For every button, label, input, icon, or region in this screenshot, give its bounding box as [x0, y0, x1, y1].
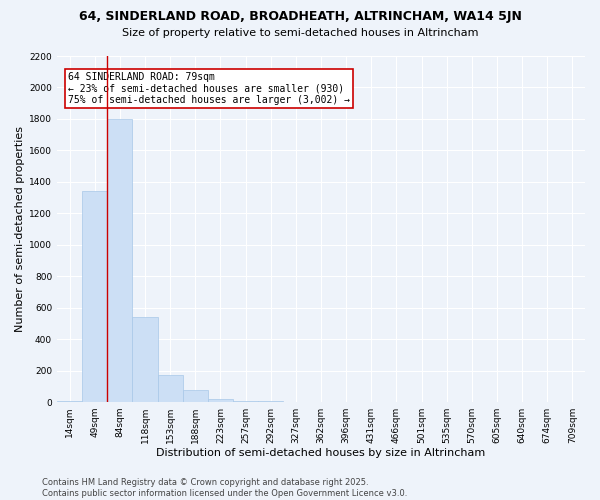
- Y-axis label: Number of semi-detached properties: Number of semi-detached properties: [15, 126, 25, 332]
- Text: 64 SINDERLAND ROAD: 79sqm
← 23% of semi-detached houses are smaller (930)
75% of: 64 SINDERLAND ROAD: 79sqm ← 23% of semi-…: [68, 72, 350, 105]
- Bar: [183, 390, 208, 402]
- Text: 64, SINDERLAND ROAD, BROADHEATH, ALTRINCHAM, WA14 5JN: 64, SINDERLAND ROAD, BROADHEATH, ALTRINC…: [79, 10, 521, 23]
- X-axis label: Distribution of semi-detached houses by size in Altrincham: Distribution of semi-detached houses by …: [157, 448, 485, 458]
- Bar: [82, 192, 107, 402]
- Bar: [208, 399, 233, 402]
- Text: Contains HM Land Registry data © Crown copyright and database right 2025.
Contai: Contains HM Land Registry data © Crown c…: [42, 478, 407, 498]
- Bar: [233, 401, 258, 402]
- Bar: [158, 374, 183, 402]
- Text: Size of property relative to semi-detached houses in Altrincham: Size of property relative to semi-detach…: [122, 28, 478, 38]
- Bar: [57, 401, 82, 402]
- Bar: [133, 317, 158, 402]
- Bar: [107, 119, 133, 402]
